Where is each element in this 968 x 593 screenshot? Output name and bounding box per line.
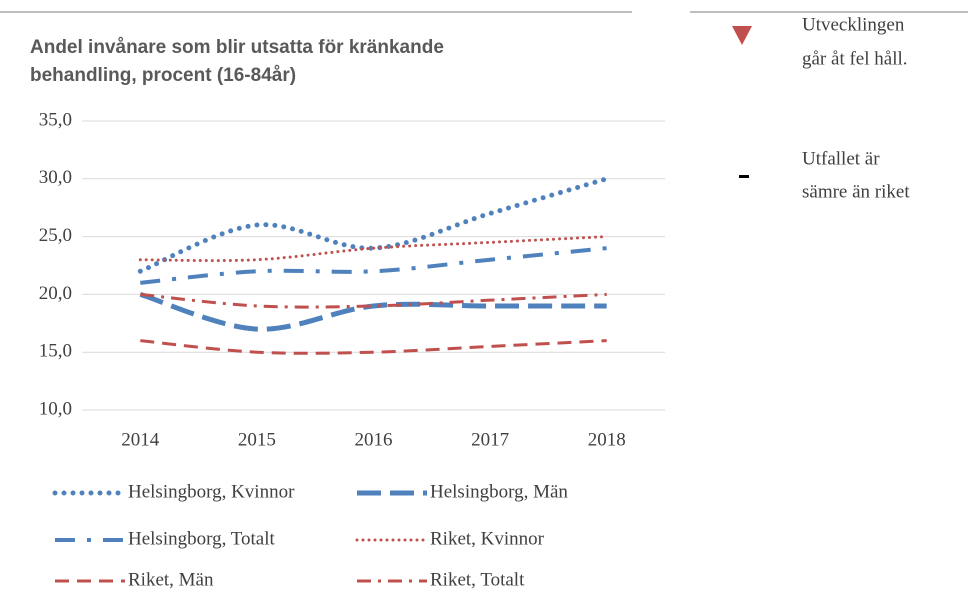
y-tick-label: 10,0 bbox=[39, 398, 72, 419]
series-line bbox=[140, 339, 607, 355]
y-tick-label: 15,0 bbox=[39, 341, 72, 362]
annotation: Utfallet är bbox=[802, 148, 880, 169]
x-tick-label: 2016 bbox=[355, 429, 393, 450]
x-tick-label: 2017 bbox=[471, 429, 509, 450]
series-line bbox=[138, 235, 609, 263]
chart-title: Andel invånare som blir utsatta för krän… bbox=[30, 37, 444, 58]
legend-label: Riket, Kvinnor bbox=[430, 528, 545, 549]
y-tick-label: 30,0 bbox=[39, 167, 72, 188]
series-line bbox=[137, 176, 610, 274]
annotation: Utvecklingen bbox=[802, 14, 905, 35]
annotation: går åt fel håll. bbox=[802, 48, 908, 69]
dash-marker bbox=[739, 175, 749, 178]
x-tick-label: 2018 bbox=[588, 429, 626, 450]
chart-title: behandling, procent (16-84år) bbox=[30, 65, 296, 86]
annotation: sämre än riket bbox=[802, 181, 910, 202]
series-line bbox=[140, 246, 607, 285]
y-tick-label: 25,0 bbox=[39, 225, 72, 246]
y-tick-label: 35,0 bbox=[39, 109, 72, 130]
x-tick-label: 2015 bbox=[238, 429, 276, 450]
series-line bbox=[139, 292, 607, 332]
legend-label: Riket, Totalt bbox=[430, 569, 525, 590]
y-tick-label: 20,0 bbox=[39, 283, 72, 304]
x-tick-label: 2014 bbox=[121, 429, 160, 450]
warning-triangle bbox=[732, 26, 752, 45]
legend-label: Helsingborg, Totalt bbox=[128, 528, 276, 549]
legend-label: Helsingborg, Kvinnor bbox=[128, 481, 295, 502]
legend-label: Helsingborg, Män bbox=[430, 481, 568, 502]
legend-label: Riket, Män bbox=[128, 569, 214, 590]
